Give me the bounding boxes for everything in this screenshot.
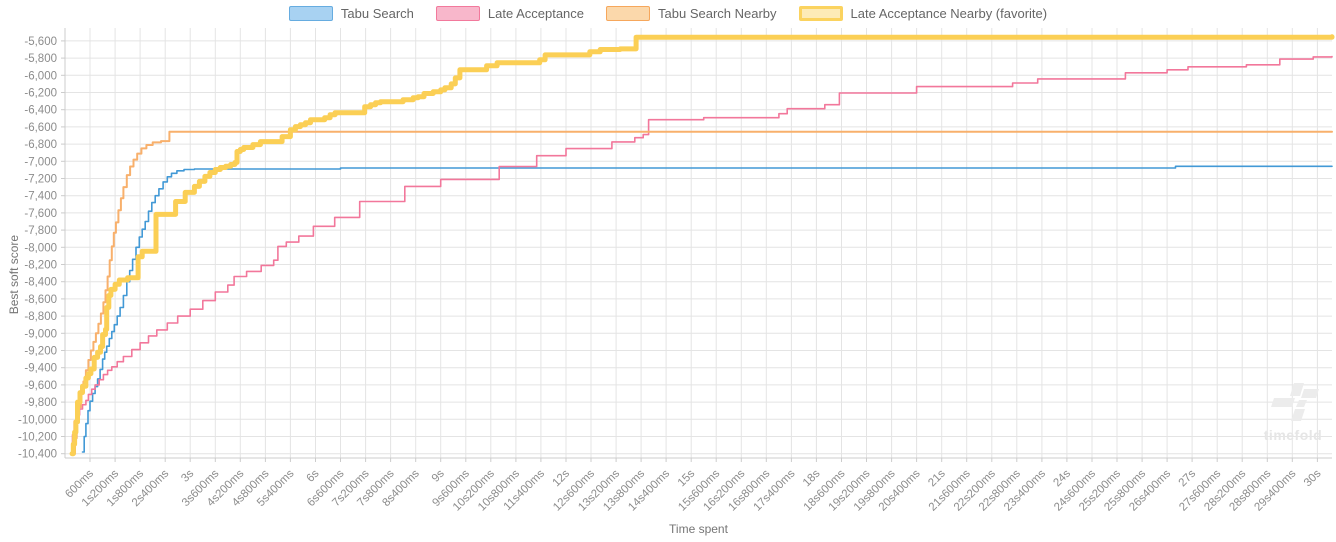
y-tick-label: -9,200 <box>24 346 57 358</box>
y-tick-label: -8,200 <box>24 260 57 272</box>
watermark: timefold <box>1258 381 1328 443</box>
x-tick-label: 30s <box>1302 467 1324 489</box>
legend-item-late-acceptance[interactable]: Late Acceptance <box>435 6 585 21</box>
x-tick-label: 6s <box>305 467 322 484</box>
legend-swatch-late-acceptance-nearby <box>798 6 843 21</box>
x-tick-label: 3s <box>179 467 196 484</box>
y-tick-label: -5,600 <box>24 36 57 48</box>
legend-item-tabu-search[interactable]: Tabu Search <box>288 6 414 21</box>
y-tick-label: -7,800 <box>24 225 57 237</box>
y-tick-label: -6,200 <box>24 88 57 100</box>
y-tick-label: -5,800 <box>24 53 57 65</box>
y-tick-label: -8,400 <box>24 277 57 289</box>
x-tick-label: 9s <box>430 467 447 484</box>
legend-label-late-acceptance: Late Acceptance <box>487 6 585 21</box>
y-tick-label: -7,600 <box>24 208 57 220</box>
y-tick-label: -6,400 <box>24 105 57 117</box>
y-tick-label: -7,000 <box>24 156 57 168</box>
legend-swatch-late-acceptance <box>435 6 480 21</box>
series-line-tabu-search-nearby <box>72 130 1333 455</box>
chart-legend: Tabu Search Late Acceptance Tabu Search Ne… <box>0 6 1336 21</box>
y-tick-label: -8,000 <box>24 242 57 254</box>
series-line-late-acceptance <box>70 55 1333 455</box>
y-tick-label: -10,000 <box>18 414 57 426</box>
y-tick-label: -10,200 <box>18 432 57 444</box>
y-tick-label: -7,400 <box>24 191 57 203</box>
series-line-tabu-search <box>81 165 1333 453</box>
y-tick-label: -6,000 <box>24 70 57 82</box>
legend-item-tabu-search-nearby[interactable]: Tabu Search Nearby <box>606 6 777 21</box>
series-line-late-acceptance-nearby <box>69 34 1335 457</box>
legend-swatch-tabu-search <box>288 6 333 21</box>
y-tick-label: -7,200 <box>24 174 57 186</box>
y-tick-label: -9,000 <box>24 328 57 340</box>
y-tick-label: -6,600 <box>24 122 57 134</box>
legend-label-tabu-search: Tabu Search <box>340 6 414 21</box>
legend-swatch-tabu-search-nearby <box>606 6 651 21</box>
timefold-logo-icon <box>1271 383 1319 421</box>
watermark-text: timefold <box>1263 427 1323 443</box>
legend-label-late-acceptance-nearby: Late Acceptance Nearby (favorite) <box>850 6 1048 21</box>
y-tick-label: -6,800 <box>24 139 57 151</box>
y-tick-label: -9,600 <box>24 380 57 392</box>
y-tick-label: -8,800 <box>24 311 57 323</box>
y-axis-title: Best soft score <box>7 234 21 315</box>
y-tick-label: -9,400 <box>24 363 57 375</box>
legend-item-late-acceptance-nearby[interactable]: Late Acceptance Nearby (favorite) <box>798 6 1048 21</box>
y-tick-label: -10,400 <box>18 449 57 461</box>
x-axis-title: Time spent <box>669 522 728 536</box>
y-tick-label: -9,800 <box>24 397 57 409</box>
legend-label-tabu-search-nearby: Tabu Search Nearby <box>658 6 777 21</box>
y-tick-label: -8,600 <box>24 294 57 306</box>
